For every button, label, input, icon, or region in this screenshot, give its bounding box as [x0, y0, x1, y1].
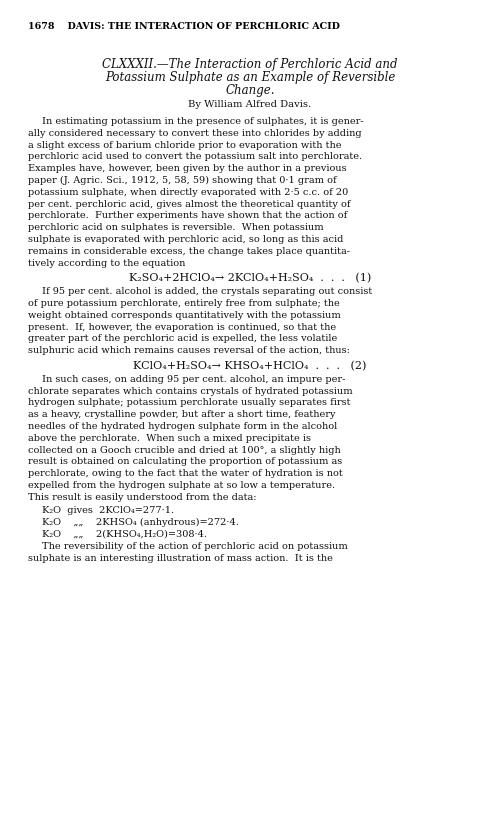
Text: hydrogen sulphate; potassium perchlorate usually separates first: hydrogen sulphate; potassium perchlorate… [28, 398, 350, 408]
Text: K₂O  gives  2KClO₄=277·1.: K₂O gives 2KClO₄=277·1. [42, 506, 174, 515]
Text: sulphate is evaporated with perchloric acid, so long as this acid: sulphate is evaporated with perchloric a… [28, 235, 344, 244]
Text: The reversibility of the action of perchloric acid on potassium: The reversibility of the action of perch… [42, 542, 348, 551]
Text: K₂SO₄+2HClO₄→ 2KClO₄+H₂SO₄  .  .  .   (1): K₂SO₄+2HClO₄→ 2KClO₄+H₂SO₄ . . . (1) [129, 273, 371, 284]
Text: CLXXXII.—The Interaction of Perchloric Acid and: CLXXXII.—The Interaction of Perchloric A… [102, 58, 398, 71]
Text: perchlorate.  Further experiments have shown that the action of: perchlorate. Further experiments have sh… [28, 211, 347, 220]
Text: collected on a Gooch crucible and dried at 100°, a slightly high: collected on a Gooch crucible and dried … [28, 446, 341, 455]
Text: sulphuric acid which remains causes reversal of the action, thus:: sulphuric acid which remains causes reve… [28, 346, 350, 356]
Text: expelled from the hydrogen sulphate at so low a temperature.: expelled from the hydrogen sulphate at s… [28, 481, 335, 490]
Text: tively according to the equation: tively according to the equation [28, 258, 186, 267]
Text: potassium sulphate, when directly evaporated with 2·5 c.c. of 20: potassium sulphate, when directly evapor… [28, 188, 348, 197]
Text: perchloric acid used to convert the potassium salt into perchlorate.: perchloric acid used to convert the pota… [28, 153, 362, 162]
Text: per cent. perchloric acid, gives almost the theoretical quantity of: per cent. perchloric acid, gives almost … [28, 200, 350, 209]
Text: Potassium Sulphate as an Example of Reversible: Potassium Sulphate as an Example of Reve… [105, 71, 395, 84]
Text: perchlorate, owing to the fact that the water of hydration is not: perchlorate, owing to the fact that the … [28, 469, 343, 478]
Text: Change.: Change. [225, 84, 275, 97]
Text: By William Alfred Davis.: By William Alfred Davis. [188, 101, 312, 110]
Text: perchloric acid on sulphates is reversible.  When potassium: perchloric acid on sulphates is reversib… [28, 224, 324, 232]
Text: chlorate separates which contains crystals of hydrated potassium: chlorate separates which contains crysta… [28, 387, 352, 396]
Text: This result is easily understood from the data:: This result is easily understood from th… [28, 493, 256, 502]
Text: present.  If, however, the evaporation is continued, so that the: present. If, however, the evaporation is… [28, 323, 336, 332]
Text: weight obtained corresponds quantitatively with the potassium: weight obtained corresponds quantitative… [28, 311, 341, 320]
Text: If 95 per cent. alcohol is added, the crystals separating out consist: If 95 per cent. alcohol is added, the cr… [42, 287, 372, 296]
Text: K₂O    „„    2KHSO₄ (anhydrous)=272·4.: K₂O „„ 2KHSO₄ (anhydrous)=272·4. [42, 517, 239, 526]
Text: needles of the hydrated hydrogen sulphate form in the alcohol: needles of the hydrated hydrogen sulphat… [28, 422, 337, 431]
Text: In such cases, on adding 95 per cent. alcohol, an impure per-: In such cases, on adding 95 per cent. al… [42, 375, 346, 384]
Text: 1678    DAVIS: THE INTERACTION OF PERCHLORIC ACID: 1678 DAVIS: THE INTERACTION OF PERCHLORI… [28, 22, 340, 31]
Text: Examples have, however, been given by the author in a previous: Examples have, however, been given by th… [28, 164, 346, 173]
Text: remains in considerable excess, the change takes place quantita-: remains in considerable excess, the chan… [28, 247, 350, 256]
Text: greater part of the perchloric acid is expelled, the less volatile: greater part of the perchloric acid is e… [28, 334, 337, 343]
Text: paper (J. Agric. Sci., 1912, 5, 58, 59) showing that 0·1 gram of: paper (J. Agric. Sci., 1912, 5, 58, 59) … [28, 176, 336, 185]
Text: ally considered necessary to convert these into chlorides by adding: ally considered necessary to convert the… [28, 129, 361, 138]
Text: K₂O    „„    2(KHSO₄,H₂O)=308·4.: K₂O „„ 2(KHSO₄,H₂O)=308·4. [42, 529, 207, 538]
Text: KClO₄+H₂SO₄→ KHSO₄+HClO₄  .  .  .   (2): KClO₄+H₂SO₄→ KHSO₄+HClO₄ . . . (2) [134, 361, 366, 371]
Text: sulphate is an interesting illustration of mass action.  It is the: sulphate is an interesting illustration … [28, 554, 333, 563]
Text: above the perchlorate.  When such a mixed precipitate is: above the perchlorate. When such a mixed… [28, 434, 311, 443]
Text: In estimating potassium in the presence of sulphates, it is gener-: In estimating potassium in the presence … [42, 117, 364, 126]
Text: result is obtained on calculating the proportion of potassium as: result is obtained on calculating the pr… [28, 457, 342, 466]
Text: of pure potassium perchlorate, entirely free from sulphate; the: of pure potassium perchlorate, entirely … [28, 299, 340, 308]
Text: as a heavy, crystalline powder, but after a short time, feathery: as a heavy, crystalline powder, but afte… [28, 410, 336, 419]
Text: a slight excess of barium chloride prior to evaporation with the: a slight excess of barium chloride prior… [28, 140, 342, 149]
